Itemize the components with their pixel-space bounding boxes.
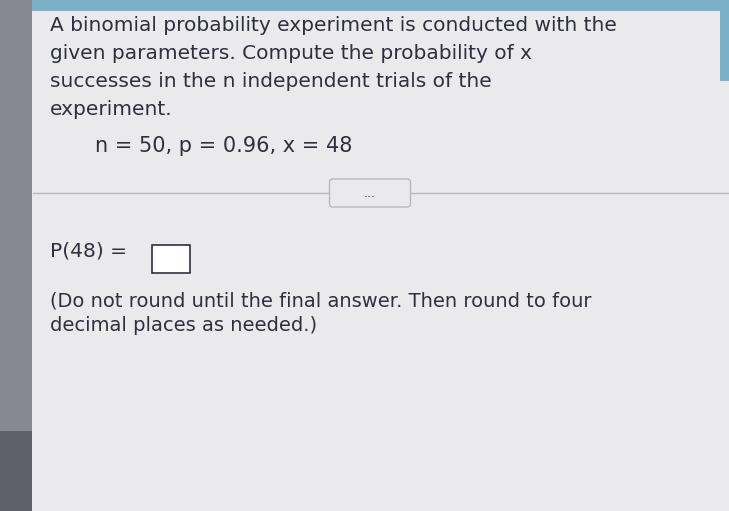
Bar <box>0 0 729 81</box>
Text: decimal places as needed.): decimal places as needed.) <box>50 316 317 335</box>
Bar <box>0 431 32 511</box>
Text: P(48) =: P(48) = <box>50 241 133 260</box>
Bar <box>152 245 190 273</box>
Text: A binomial probability experiment is conducted with the: A binomial probability experiment is con… <box>50 16 617 35</box>
Text: successes in the n independent trials of the: successes in the n independent trials of… <box>50 72 492 91</box>
Text: n = 50, p = 0.96, x = 48: n = 50, p = 0.96, x = 48 <box>95 136 352 156</box>
Text: ...: ... <box>364 187 376 199</box>
FancyBboxPatch shape <box>330 179 410 207</box>
Bar <box>0 0 32 511</box>
Text: experiment.: experiment. <box>50 100 173 119</box>
Text: (Do not round until the final answer. Then round to four: (Do not round until the final answer. Th… <box>50 291 591 310</box>
Text: given parameters. Compute the probability of x: given parameters. Compute the probabilit… <box>50 44 532 63</box>
